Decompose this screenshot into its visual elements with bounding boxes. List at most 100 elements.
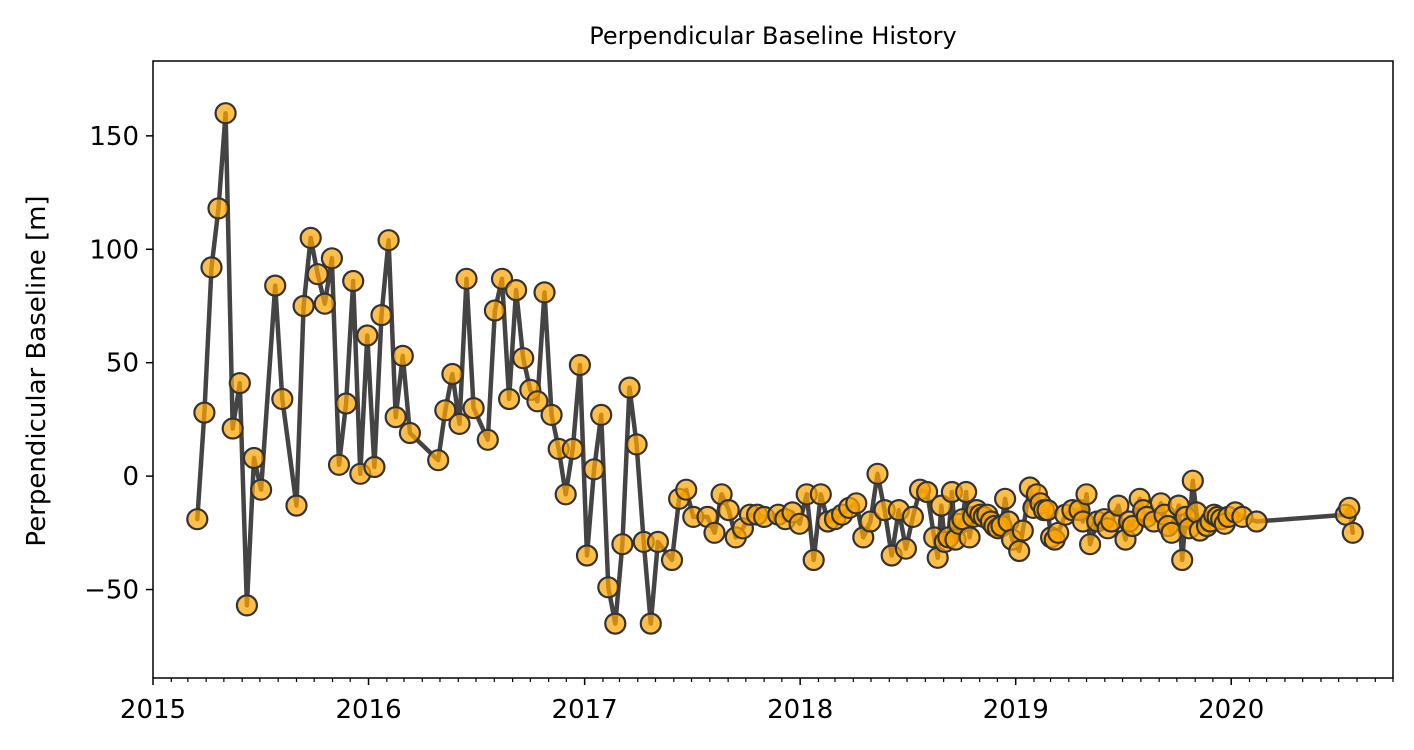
data-point <box>504 279 528 302</box>
data-point <box>306 263 329 286</box>
data-point <box>512 347 535 370</box>
data-point <box>646 530 670 554</box>
y-tick-label: 0 <box>122 462 139 492</box>
data-point <box>250 478 273 501</box>
data-point <box>845 492 868 515</box>
data-point <box>285 494 308 517</box>
data-point <box>675 478 698 501</box>
data-point <box>228 372 251 395</box>
x-tick-label: 2018 <box>767 695 833 725</box>
data-point <box>954 480 978 504</box>
plot-area <box>186 102 1364 635</box>
data-point <box>809 483 832 506</box>
data-point <box>639 612 662 635</box>
data-point <box>434 399 457 422</box>
data-point <box>1171 548 1194 572</box>
data-point <box>320 247 343 270</box>
y-tick-label: 50 <box>106 349 139 379</box>
data-point <box>221 417 244 440</box>
data-point <box>788 512 811 535</box>
chart-title: Perpendicular Baseline History <box>589 22 956 50</box>
data-point <box>901 505 925 529</box>
data-point <box>292 294 315 318</box>
data-point <box>611 533 634 556</box>
data-point <box>1181 469 1204 492</box>
data-point <box>335 392 358 415</box>
data-point <box>866 462 889 485</box>
data-point <box>604 612 627 635</box>
data-point <box>554 483 577 506</box>
data-point <box>398 421 421 445</box>
data-point <box>235 594 258 617</box>
data-point <box>618 376 641 399</box>
data-point <box>327 453 351 476</box>
data-point <box>207 197 230 220</box>
x-tick-label: 2016 <box>335 695 401 725</box>
data-point <box>264 274 287 297</box>
data-point <box>200 256 223 279</box>
data-point <box>271 387 294 411</box>
data-point <box>717 499 740 522</box>
data-point <box>703 521 726 544</box>
data-point <box>448 412 471 435</box>
data-point <box>377 229 400 252</box>
data-point <box>859 510 882 533</box>
data-point <box>441 362 464 386</box>
data-point <box>1078 533 1102 556</box>
data-point <box>1338 496 1361 519</box>
data-point <box>214 102 237 125</box>
x-tick-label: 2015 <box>120 695 186 725</box>
data-point <box>625 433 648 456</box>
y-tick-label: 150 <box>89 122 139 152</box>
x-tick-label: 2017 <box>552 695 618 725</box>
data-point <box>384 406 407 429</box>
data-point <box>915 480 939 504</box>
data-point <box>299 226 322 249</box>
data-point <box>370 304 393 327</box>
data-point <box>483 299 506 322</box>
data-point <box>242 446 266 470</box>
data-point <box>356 324 379 347</box>
data-point <box>1107 494 1130 517</box>
data-point <box>575 544 599 567</box>
data-point <box>660 548 684 572</box>
data-point <box>313 292 336 315</box>
data-point <box>363 455 386 479</box>
data-point <box>561 437 584 460</box>
data-point <box>958 526 981 549</box>
axes-frame <box>152 60 1394 679</box>
data-point <box>1245 510 1268 533</box>
x-tick-label: 2020 <box>1198 695 1264 725</box>
data-point <box>533 281 556 304</box>
y-tick-label: −50 <box>84 576 139 606</box>
data-point <box>193 401 216 424</box>
data-point <box>476 428 499 451</box>
data-point <box>802 548 825 572</box>
data-point <box>1008 539 1031 563</box>
data-point <box>427 449 450 472</box>
data-point <box>526 390 549 413</box>
data-point <box>342 269 365 293</box>
data-point <box>1341 521 1364 544</box>
data-point <box>455 267 478 290</box>
axes: −50 0 50 100 150 2015 2016 2017 2018 2019 2020 <box>84 122 1394 725</box>
data-point <box>1047 521 1070 544</box>
y-axis-label: Perpendicular Baseline [m] <box>22 195 52 546</box>
data-point <box>1075 483 1098 506</box>
data-point <box>590 403 613 426</box>
data-point <box>540 403 563 426</box>
data-point <box>1011 519 1034 542</box>
y-tick-label: 100 <box>89 235 139 265</box>
x-tick-label: 2019 <box>983 695 1049 725</box>
data-point <box>568 353 592 377</box>
data-point <box>597 576 620 599</box>
data-point <box>462 397 485 420</box>
data-point <box>894 537 918 560</box>
data-point <box>391 344 414 367</box>
data-point <box>186 508 209 531</box>
data-point <box>993 487 1017 510</box>
data-point <box>498 387 521 411</box>
data-point <box>582 458 606 481</box>
